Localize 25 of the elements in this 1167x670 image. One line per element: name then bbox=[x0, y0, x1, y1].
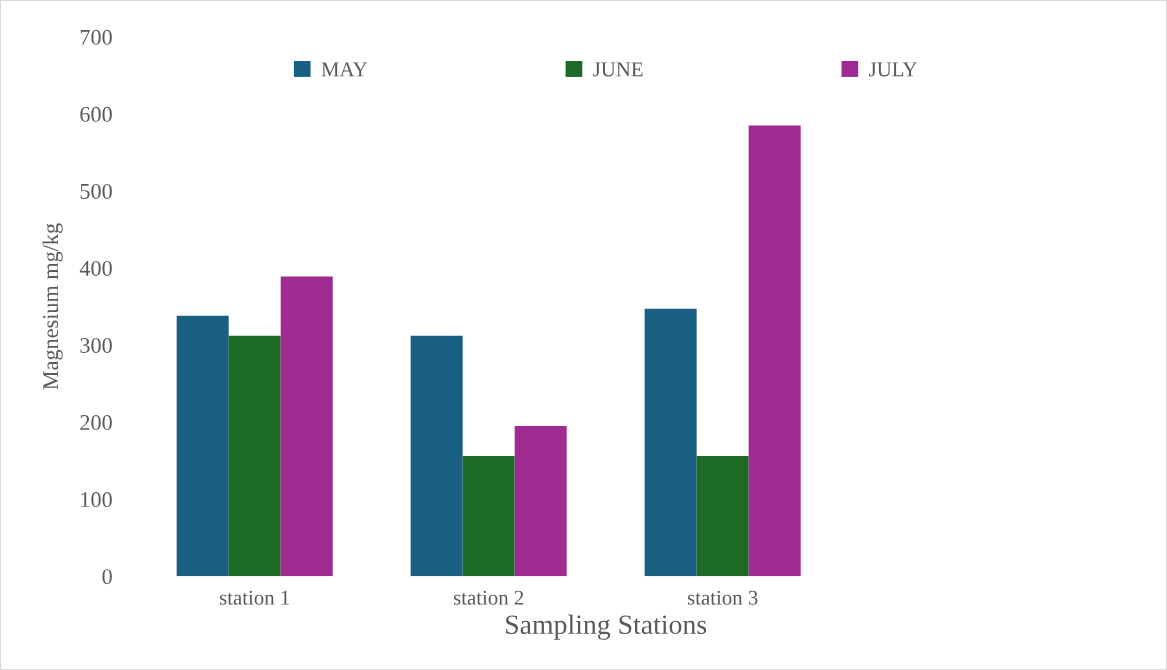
y-tick-label: 600 bbox=[80, 106, 112, 122]
y-tick-label: 400 bbox=[79, 260, 112, 276]
bar bbox=[410, 335, 463, 577]
legend-label: MAY bbox=[321, 62, 368, 77]
x-tick-label: station 1 bbox=[219, 590, 290, 605]
x-tick-label: station 3 bbox=[687, 590, 758, 605]
y-tick-label: 200 bbox=[80, 415, 112, 431]
y-tick-label: 700 bbox=[80, 29, 112, 45]
bar bbox=[514, 425, 567, 577]
y-tick-label: 0 bbox=[102, 569, 112, 585]
y-tick-label: 100 bbox=[81, 492, 112, 508]
bar bbox=[280, 276, 333, 577]
bar bbox=[644, 308, 697, 577]
legend-label: JUNE bbox=[593, 62, 643, 77]
bar bbox=[748, 125, 801, 577]
x-axis-title: Sampling Stations bbox=[506, 614, 707, 640]
bar bbox=[228, 335, 281, 577]
x-tick-label: station 2 bbox=[453, 590, 524, 605]
legend-label: JULY bbox=[869, 62, 917, 77]
y-tick-label: 500 bbox=[80, 183, 112, 199]
y-axis-title: Magnesium mg/kg bbox=[42, 223, 63, 390]
bar bbox=[176, 315, 229, 577]
bar bbox=[462, 456, 515, 577]
y-tick-label: 300 bbox=[80, 337, 112, 353]
bar bbox=[696, 456, 749, 577]
